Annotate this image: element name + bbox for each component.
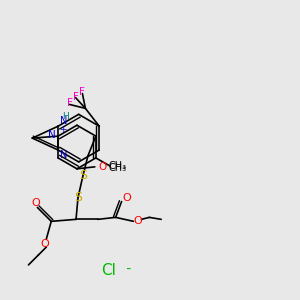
Text: H: H — [62, 112, 69, 121]
Text: N: N — [60, 150, 68, 160]
Text: CH₃: CH₃ — [109, 163, 127, 173]
Text: O: O — [31, 197, 40, 208]
Text: O: O — [99, 162, 107, 172]
Text: O: O — [133, 216, 142, 226]
Text: CH₃: CH₃ — [109, 161, 127, 171]
Text: S: S — [79, 169, 87, 182]
Text: F: F — [73, 92, 78, 101]
Text: F: F — [67, 98, 73, 108]
Text: O: O — [122, 193, 131, 202]
Text: F: F — [80, 86, 85, 97]
Text: S: S — [74, 191, 82, 204]
Text: O: O — [40, 239, 49, 249]
Text: N: N — [48, 130, 56, 140]
Text: +: + — [59, 125, 67, 134]
Text: Cl: Cl — [101, 263, 116, 278]
Text: -: - — [122, 262, 131, 276]
Text: N: N — [60, 116, 68, 126]
